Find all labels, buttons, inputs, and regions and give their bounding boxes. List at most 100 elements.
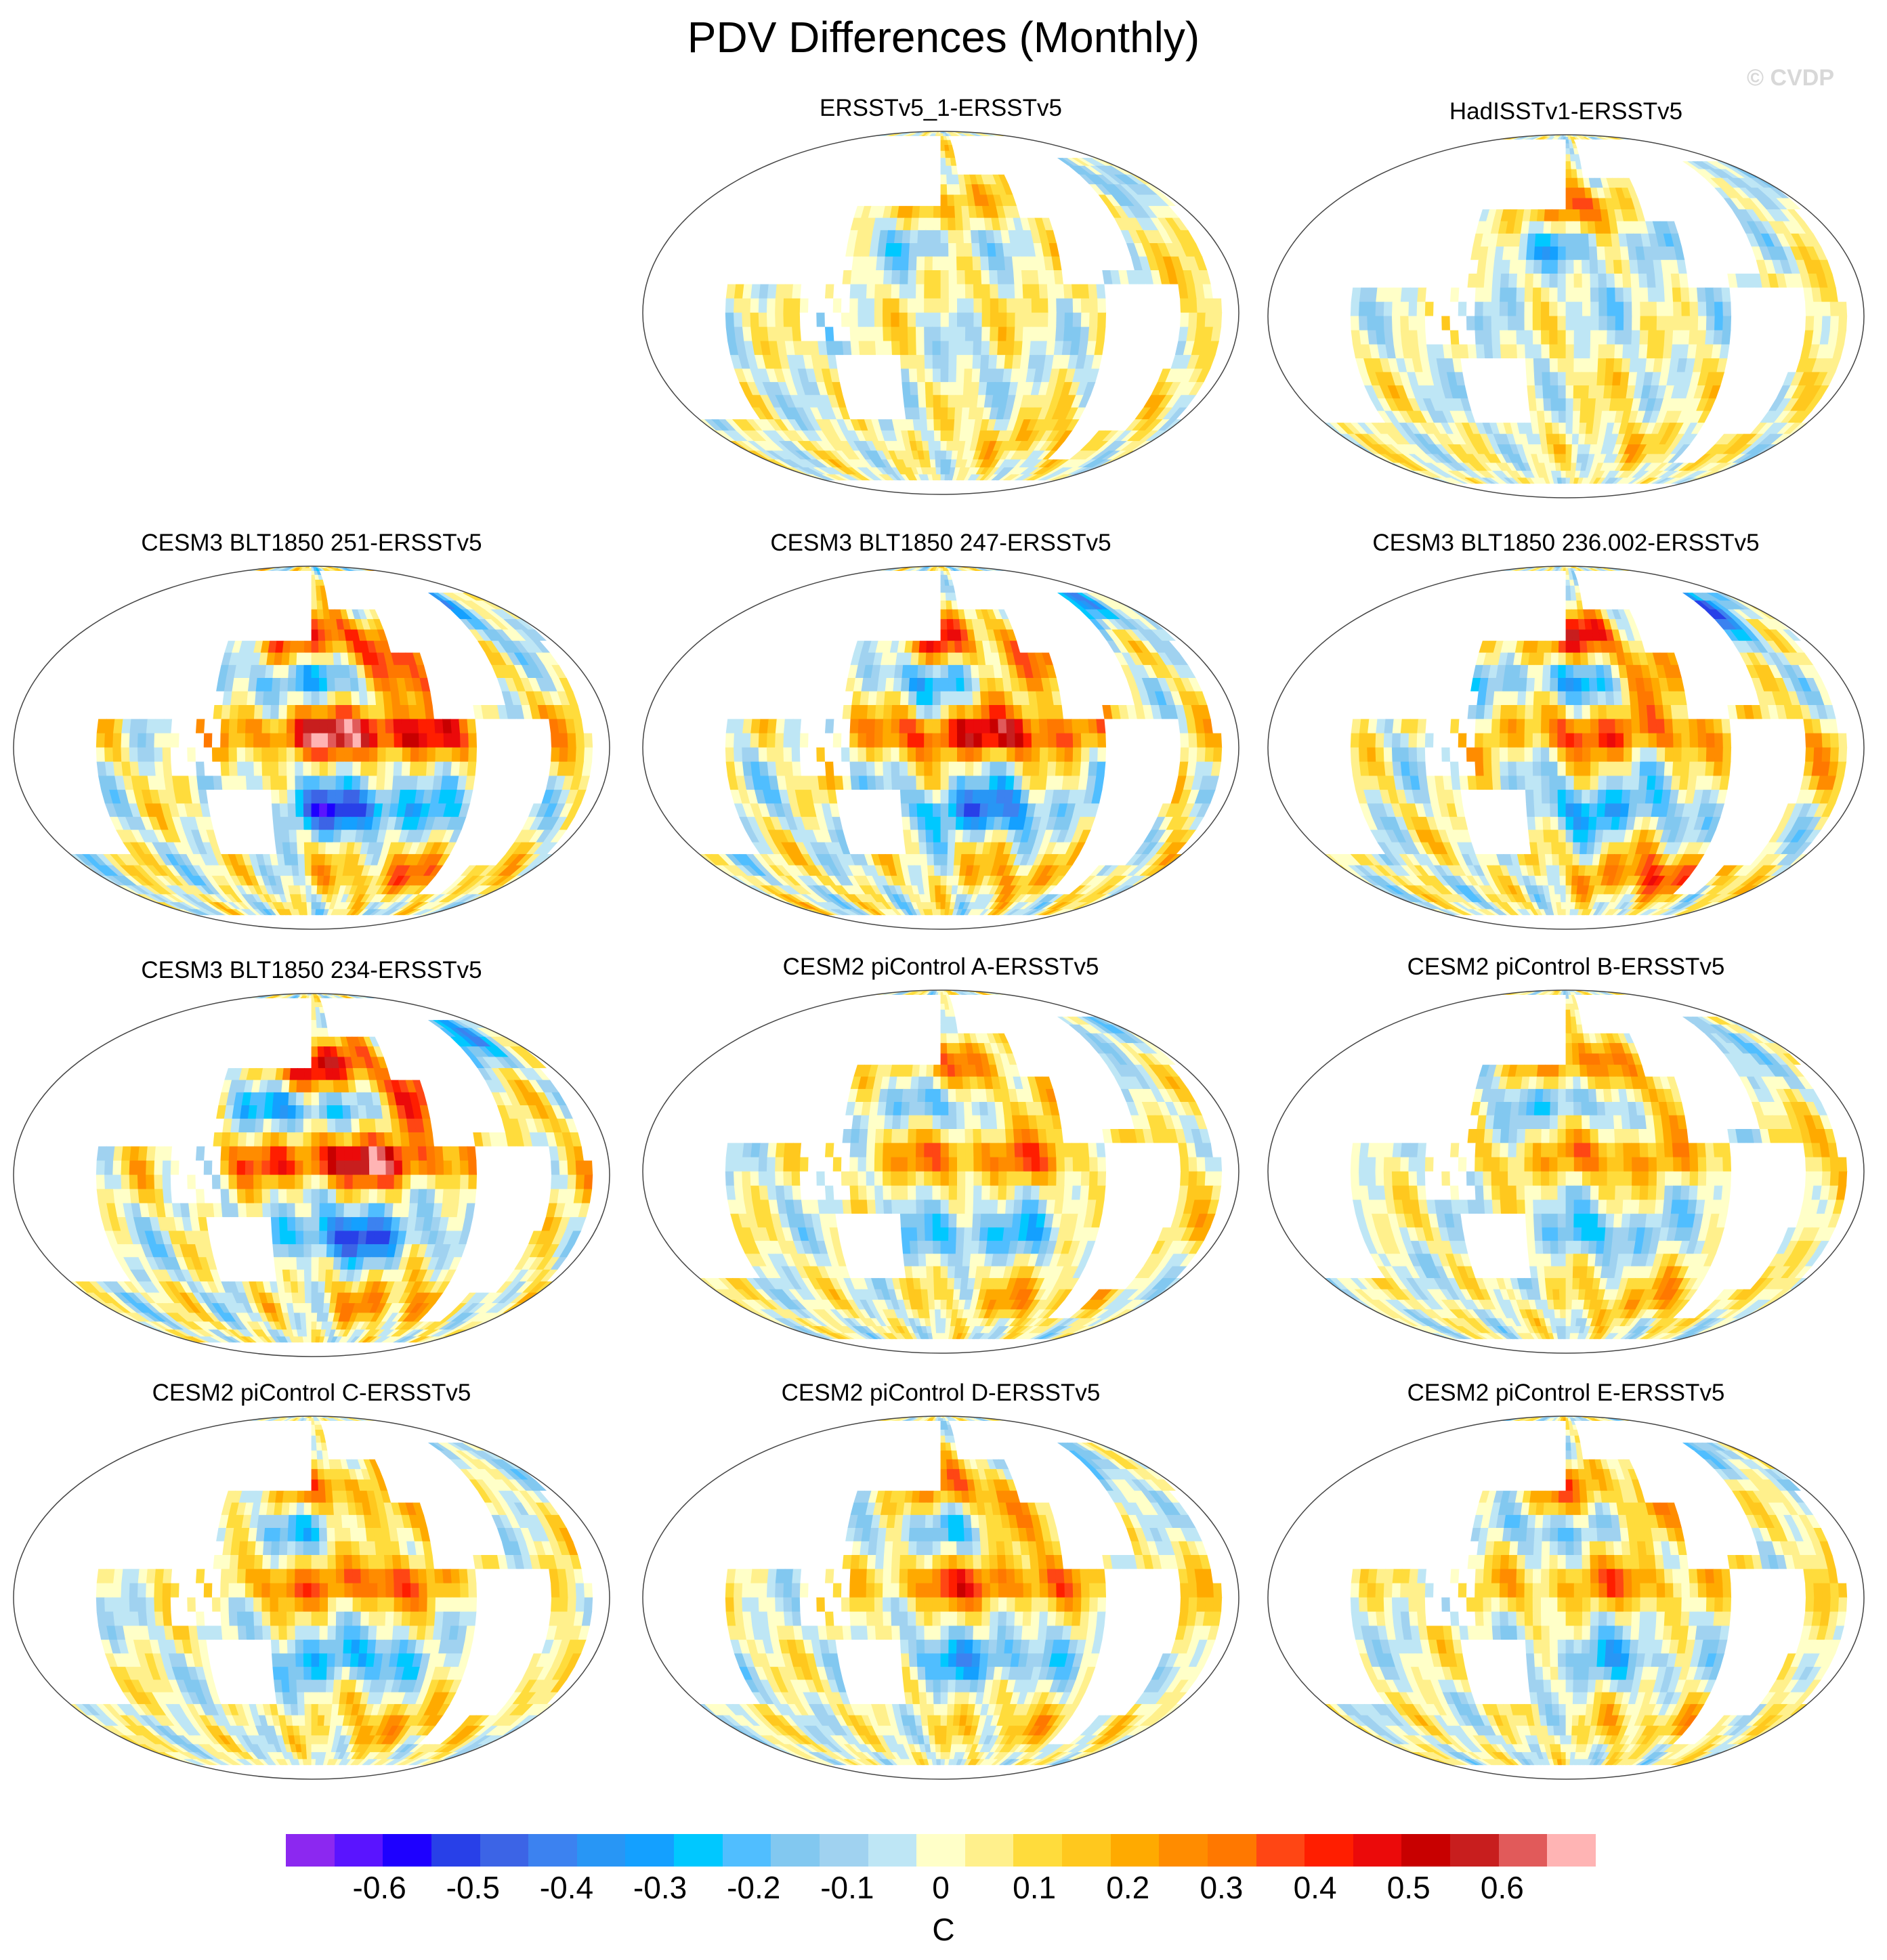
sst-cell — [948, 341, 958, 356]
land-cell — [1072, 145, 1095, 152]
sst-cell — [998, 326, 1007, 342]
sst-cell — [1621, 259, 1631, 274]
land-cell — [1139, 312, 1148, 328]
sst-cell — [940, 441, 948, 452]
sst-cell — [1673, 316, 1682, 331]
sst-cell — [868, 131, 889, 134]
sst-cell — [948, 326, 958, 342]
sst-cell — [940, 217, 949, 231]
sst-cell — [948, 256, 958, 271]
land-cell — [1163, 312, 1173, 328]
sst-cell — [1048, 298, 1057, 314]
land-cell — [1390, 154, 1413, 162]
sst-cell — [948, 382, 957, 396]
land-cell — [805, 140, 828, 146]
sst-cell — [884, 256, 894, 271]
sst-cell — [1646, 274, 1657, 289]
land-cell — [1456, 140, 1477, 144]
sst-cell — [1021, 341, 1032, 356]
land-cell — [1739, 316, 1749, 331]
land-cell — [1009, 489, 1030, 493]
sst-cell — [1638, 344, 1649, 359]
sst-cell — [1491, 316, 1500, 331]
sst-cell — [1656, 301, 1666, 317]
sst-cell — [948, 355, 958, 370]
land-cell — [990, 131, 1010, 134]
sst-cell — [1590, 274, 1599, 289]
sst-difference-field — [1268, 135, 1864, 498]
sst-cell — [1565, 209, 1574, 222]
sst-cell — [1647, 287, 1657, 303]
sst-cell — [1714, 316, 1724, 331]
sst-cell — [935, 467, 941, 475]
land-cell — [1846, 316, 1857, 331]
sst-cell — [885, 243, 895, 257]
sst-cell — [1713, 330, 1724, 345]
sst-cell — [1491, 287, 1501, 303]
sst-cell — [929, 459, 937, 468]
sst-cell — [970, 230, 980, 244]
land-cell — [885, 368, 895, 383]
sst-cell — [1400, 316, 1409, 331]
sst-cell — [931, 474, 937, 481]
sst-cell — [1096, 284, 1107, 299]
sst-cell — [1466, 136, 1489, 140]
sst-cell — [956, 298, 967, 314]
land-cell — [1510, 372, 1520, 386]
land-cell — [1517, 358, 1527, 373]
sst-cell — [1525, 372, 1535, 386]
sst-cell — [1111, 459, 1134, 468]
sst-cell — [843, 133, 866, 137]
land-cell — [667, 298, 677, 314]
land-cell — [1554, 169, 1561, 179]
sst-cell — [899, 341, 909, 356]
land-cell — [920, 184, 929, 196]
sst-cell — [775, 312, 784, 328]
sst-cell — [1525, 247, 1535, 261]
sst-cell — [1527, 385, 1537, 400]
sst-cell — [1573, 344, 1583, 359]
sst-cell — [998, 298, 1008, 314]
sst-cell — [1541, 344, 1550, 359]
sst-cell — [1598, 287, 1608, 303]
sst-cell — [1571, 188, 1579, 199]
sst-cell — [887, 131, 908, 133]
sst-cell — [1541, 287, 1550, 303]
land-cell — [1556, 148, 1563, 155]
sst-cell — [1648, 316, 1657, 331]
sst-cell — [1516, 316, 1525, 331]
sst-cell — [1488, 135, 1511, 137]
land-cell — [935, 158, 941, 167]
land-cell — [874, 492, 894, 494]
land-cell — [929, 165, 936, 175]
land-cell — [1221, 298, 1231, 314]
land-cell — [998, 492, 1021, 494]
land-cell — [834, 270, 845, 285]
sst-cell — [1688, 287, 1699, 303]
sst-cell — [874, 270, 885, 285]
sst-cell — [1655, 140, 1676, 144]
land-cell — [1275, 316, 1286, 331]
sst-cell — [1518, 247, 1528, 261]
sst-cell — [899, 284, 909, 299]
sst-cell — [1072, 326, 1082, 342]
sst-cell — [1541, 330, 1550, 345]
sst-cell — [981, 312, 991, 328]
sst-cell — [1631, 330, 1641, 345]
sst-cell — [1581, 372, 1590, 386]
land-cell — [1788, 301, 1798, 317]
sst-cell — [936, 474, 941, 481]
land-cell — [800, 284, 810, 299]
sst-cell — [1582, 344, 1591, 359]
panel-title: ERSSTv5_1-ERSSTv5 — [636, 95, 1246, 122]
sst-cell — [997, 270, 1007, 285]
sst-cell — [858, 341, 869, 356]
sst-cell — [1573, 247, 1582, 261]
land-cell — [1561, 154, 1567, 162]
sst-cell — [932, 298, 941, 314]
land-cell — [1147, 312, 1157, 328]
sst-cell — [910, 395, 920, 408]
sst-cell — [1030, 326, 1040, 342]
sst-cell — [1424, 301, 1435, 317]
sst-cell — [1392, 330, 1403, 345]
